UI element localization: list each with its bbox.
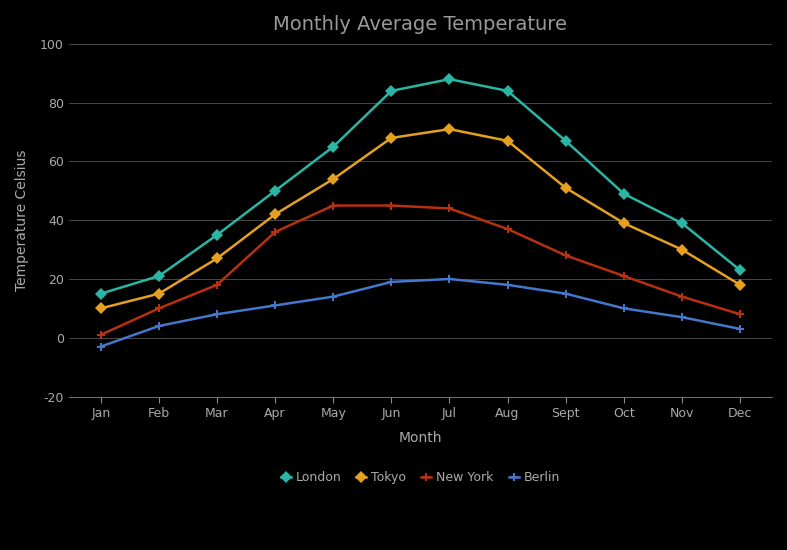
New York — [503, 226, 512, 232]
Tokyo — [271, 211, 280, 218]
London — [96, 290, 105, 297]
Berlin — [154, 323, 164, 329]
London — [271, 188, 280, 194]
Tokyo — [503, 138, 512, 144]
Berlin — [735, 326, 745, 332]
Line: Berlin: Berlin — [97, 275, 745, 351]
Title: Monthly Average Temperature: Monthly Average Temperature — [273, 15, 567, 34]
London — [735, 267, 745, 273]
Line: New York: New York — [97, 201, 745, 339]
New York — [677, 293, 686, 300]
X-axis label: Month: Month — [399, 431, 442, 445]
Tokyo — [735, 282, 745, 288]
New York — [619, 273, 629, 279]
Tokyo — [561, 185, 571, 191]
New York — [271, 229, 280, 235]
Tokyo — [328, 176, 338, 183]
Tokyo — [154, 290, 164, 297]
New York — [735, 311, 745, 317]
Berlin — [619, 305, 629, 312]
Berlin — [96, 343, 105, 350]
Berlin — [212, 311, 222, 317]
London — [386, 87, 396, 94]
London — [154, 273, 164, 279]
Tokyo — [96, 305, 105, 312]
London — [619, 190, 629, 197]
Y-axis label: Temperature Celsius: Temperature Celsius — [15, 150, 29, 291]
New York — [328, 202, 338, 209]
New York — [445, 205, 454, 212]
Berlin — [328, 293, 338, 300]
Tokyo — [445, 126, 454, 133]
Berlin — [503, 282, 512, 288]
New York — [561, 252, 571, 258]
London — [328, 144, 338, 150]
New York — [96, 332, 105, 338]
Tokyo — [386, 135, 396, 141]
New York — [386, 202, 396, 209]
Tokyo — [619, 220, 629, 227]
Berlin — [271, 302, 280, 309]
New York — [212, 282, 222, 288]
New York — [154, 305, 164, 312]
London — [677, 220, 686, 227]
Line: London: London — [97, 75, 745, 298]
Tokyo — [677, 246, 686, 253]
London — [561, 138, 571, 144]
Berlin — [561, 290, 571, 297]
Line: Tokyo: Tokyo — [97, 125, 745, 312]
Berlin — [386, 279, 396, 285]
London — [212, 232, 222, 238]
London — [503, 87, 512, 94]
Berlin — [445, 276, 454, 282]
Legend: London, Tokyo, New York, Berlin: London, Tokyo, New York, Berlin — [275, 466, 565, 490]
Tokyo — [212, 255, 222, 262]
London — [445, 76, 454, 82]
Berlin — [677, 314, 686, 321]
